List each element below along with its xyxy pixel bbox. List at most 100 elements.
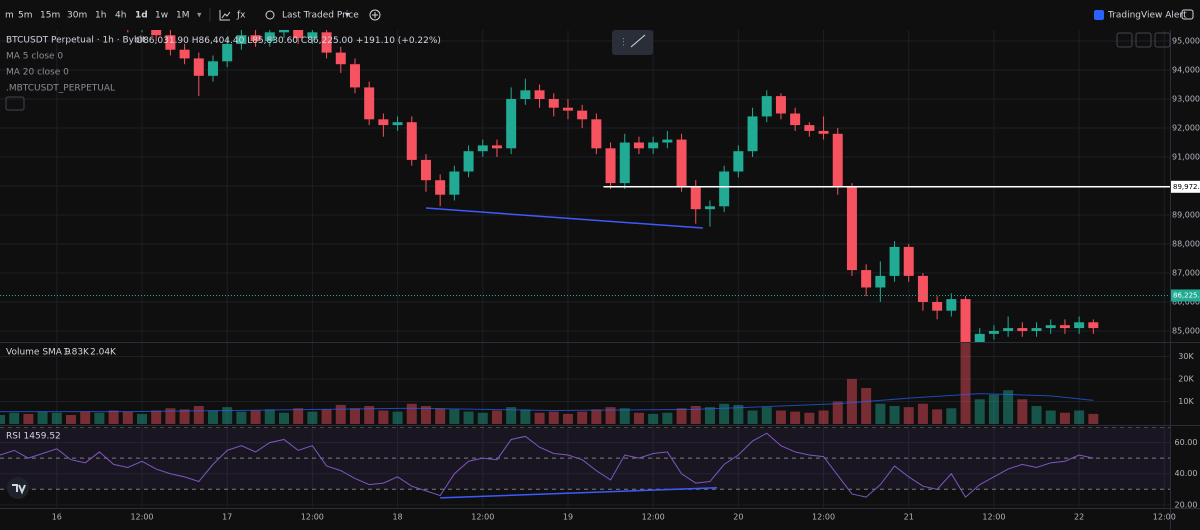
candle-body [917,275,928,302]
interval-button[interactable]: m [5,11,14,21]
volume-bar [1031,406,1042,424]
y-tick-label: 20K [1178,375,1194,384]
x-tick-label: 12:00 [982,513,1005,522]
volume-bar [378,410,389,424]
candle-body [435,180,446,195]
symbol-legend: BTCUSDT Perpetual · 1h · Bybit [6,36,146,46]
volume-bar [889,406,900,424]
volume-bar [577,411,588,424]
dropdown-caret[interactable]: ▾ [197,11,202,21]
candle-body [534,90,545,100]
collapse-button[interactable] [5,96,25,111]
x-tick-label: 12:00 [1153,513,1176,522]
candle-body [293,30,304,39]
interval-button[interactable]: 15m [40,11,60,21]
interval-button[interactable]: 1w [155,11,168,21]
volume-bar [449,409,460,424]
candle-body [619,142,630,184]
volume-bar [775,410,786,424]
indicator-legend[interactable]: .MBTCUSDT_PERPETUAL [6,84,115,94]
volume-bar [690,406,701,424]
interval-button[interactable]: 1M [176,11,190,21]
scroll-button[interactable] [1116,32,1133,48]
candle-body [364,87,375,120]
rsi-pane [0,427,1170,499]
interval-button[interactable]: 1d [135,11,148,21]
price-source[interactable]: Last Traded Price [282,11,359,21]
volume-bar [704,407,715,424]
camera-icon[interactable] [1181,9,1194,20]
candle-body [179,49,190,59]
volume-bar [165,408,176,424]
level-tag [1171,180,1200,193]
volume-bar [534,412,545,424]
rsi-trend-line [440,487,718,499]
volume-bar [335,404,346,424]
volume-bar [420,406,431,424]
candle-body [704,206,715,210]
toolbar [0,0,1200,30]
add-icon[interactable] [369,9,381,21]
volume-bar [51,412,62,424]
volume-sma-value: 2.04K [90,348,117,358]
candle-body [861,270,872,288]
volume-bar [662,412,673,424]
candle-body [1017,328,1028,331]
volume-bar [193,406,204,424]
candle-body [562,107,573,111]
drag-handle[interactable]: ⋮ [619,38,628,48]
indicators-icon[interactable]: ƒx [236,11,246,21]
candle-body [775,96,786,114]
candle-body [747,116,758,152]
price-pane [0,30,1170,342]
candle-body [321,32,332,53]
interval-button[interactable]: 5m [18,11,33,21]
chart-type-icon[interactable] [219,10,231,21]
volume-bar [733,404,744,424]
volume-bar [818,410,829,424]
settings-icon[interactable] [265,10,275,20]
candle-body [903,246,914,276]
last-price-label: 86,225.0 [1173,291,1200,299]
volume-bar [477,412,488,424]
fullscreen-button[interactable] [1154,32,1171,48]
candle-body [946,299,957,311]
candle-body [988,330,999,334]
sort-button[interactable] [1135,32,1152,48]
x-tick-label: 12:00 [812,513,835,522]
volume-bar [179,409,190,424]
volume-bar [80,411,91,424]
volume-bar [747,410,758,424]
interval-button[interactable]: 30m [67,11,87,21]
candle-body [420,159,431,181]
alert-icon[interactable] [1094,10,1104,20]
candle-body [151,30,162,36]
alert-button[interactable]: TradingView Alert [1107,11,1187,21]
volume-bar [1074,410,1085,424]
volume-bar [633,412,644,424]
rsi-line [0,432,1094,498]
y-tick-label: 87,000 [1172,268,1200,277]
dropdown-caret[interactable]: ▾ [345,11,350,21]
volume-bar [861,388,872,424]
interval-button[interactable]: 4h [115,11,126,21]
volume-bar [1059,412,1070,424]
volume-bar [917,403,928,424]
y-tick-label: 88,000 [1172,239,1200,248]
volume-bar [37,411,48,424]
x-tick-label: 12:00 [130,513,153,522]
rsi-value: 59.52 [35,432,61,442]
volume-bar [435,408,446,424]
candle-body [236,35,247,44]
indicator-legend[interactable]: MA 20 close 0 [6,68,69,78]
interval-button[interactable]: 1h [95,11,106,21]
candle-body [804,125,815,131]
volume-bar [988,394,999,424]
volume-bar [846,379,857,424]
indicator-legend[interactable]: MA 5 close 0 [6,52,63,62]
candle-body [960,299,971,342]
y-tick-label: 94,000 [1172,66,1200,75]
volume-bar [108,410,119,424]
trendline-tool[interactable] [630,34,646,48]
y-tick-label: 85,000 [1172,326,1200,335]
